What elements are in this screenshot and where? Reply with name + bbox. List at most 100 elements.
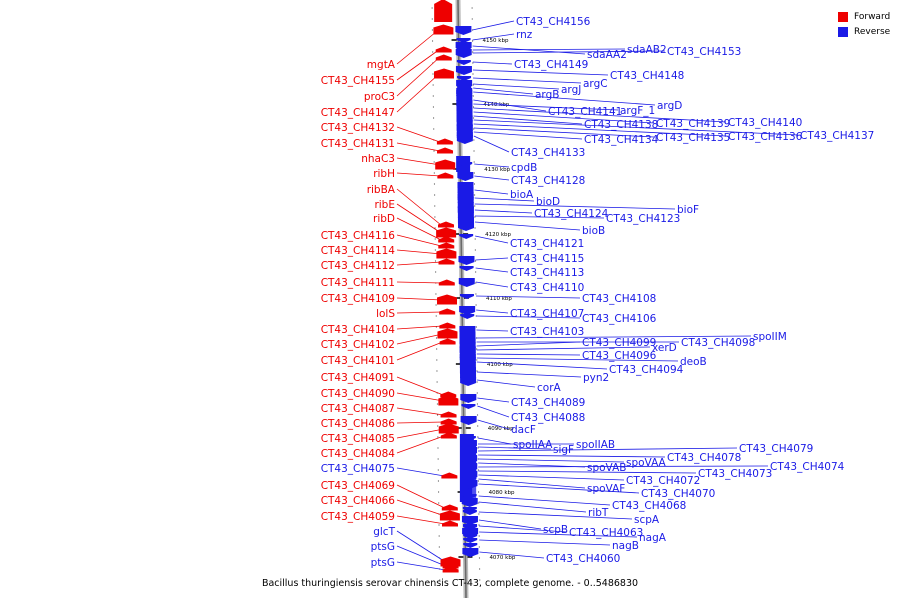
track-dot: [438, 502, 440, 504]
forward-leader-line: [396, 281, 442, 284]
forward-gene-arrow: [438, 221, 455, 228]
track-dot: [437, 447, 439, 449]
forward-leader-line: [396, 297, 443, 301]
reverse-gene-label: CT43_CH4060: [546, 553, 620, 565]
forward-gene-label: ptsG: [371, 557, 395, 569]
track-dot: [477, 480, 480, 482]
track-dot: [436, 414, 439, 416]
forward-gene-arrow: [440, 556, 461, 567]
reverse-gene-label: CT43_CH4088: [511, 412, 585, 424]
reverse-gene-label: CT43_CH4139: [656, 118, 730, 130]
reverse-gene-label: CT43_CH4156: [516, 16, 591, 28]
track-dot: [472, 95, 474, 97]
forward-leader-line: [396, 57, 440, 97]
track-dot: [476, 403, 479, 405]
reverse-leader-line: [477, 437, 512, 445]
reverse-gene-label: CT43_CH4079: [739, 443, 813, 455]
reverse-leader-line: [473, 119, 799, 136]
reverse-gene-label: rnz: [516, 29, 533, 41]
reverse-leader-line: [479, 539, 611, 546]
reverse-gene-arrow: [459, 294, 474, 299]
forward-gene-arrow: [435, 159, 456, 170]
reverse-gene-label: CT43_CH4070: [641, 488, 715, 500]
reverse-swatch: [838, 26, 848, 37]
reverse-leader-line: [473, 135, 510, 153]
forward-gene-label: CT43_CH4084: [321, 448, 396, 460]
reverse-gene-arrow: [461, 404, 476, 409]
reverse-leader-line: [478, 454, 666, 458]
forward-gene-arrow: [442, 520, 459, 527]
reverse-leader-line: [475, 267, 509, 273]
track-dot: [471, 7, 473, 9]
forward-gene-arrow: [441, 472, 458, 479]
reverse-gene-label: CT43_CH4094: [609, 364, 684, 376]
forward-gene-arrow: [440, 411, 457, 418]
forward-gene-label: CT43_CH4102: [321, 339, 395, 351]
kbp-tick-label: 4150 kbp: [483, 38, 509, 44]
reverse-gene-arrow: [460, 416, 477, 425]
forward-gene-label: CT43_CH4132: [321, 122, 395, 134]
reverse-leader-line: [478, 511, 633, 520]
forward-gene-label: CT43_CH4104: [321, 324, 396, 336]
track-dot: [478, 546, 480, 548]
track-dot: [473, 150, 475, 152]
track-dot: [433, 128, 435, 130]
forward-gene-label: CT43_CH4147: [321, 107, 395, 119]
track-dot: [478, 502, 480, 504]
reverse-gene-arrow: [455, 66, 472, 75]
reverse-leader-line: [476, 361, 608, 370]
forward-gene-arrow: [439, 322, 456, 329]
track-dot: [474, 205, 476, 207]
reverse-leader-line: [478, 495, 611, 506]
reverse-gene-label: CT43_CH4098: [681, 337, 755, 349]
reverse-gene-arrow: [457, 76, 472, 81]
track-dot: [432, 84, 434, 86]
track-dot: [477, 447, 479, 449]
track-dot: [475, 304, 477, 306]
reverse-gene-label: CT43_CH4108: [582, 293, 656, 305]
reverse-gene-label: bioF: [677, 204, 699, 216]
reverse-gene-label: argD: [657, 100, 682, 112]
reverse-gene-label: CT43_CH4078: [667, 452, 741, 464]
reverse-gene-arrow: [462, 516, 477, 521]
forward-gene-label: CT43_CH4066: [321, 495, 396, 507]
track-dot: [432, 73, 434, 75]
reverse-leader-line: [478, 447, 738, 452]
track-dot: [473, 161, 475, 163]
reverse-gene-arrow: [456, 135, 473, 144]
forward-gene-arrow: [440, 432, 457, 439]
reverse-leader-line: [474, 197, 535, 202]
track-dot: [437, 425, 439, 427]
track-dot: [472, 106, 475, 108]
reverse-gene-label: CT43_CH4128: [511, 175, 585, 187]
forward-gene-arrow: [439, 308, 456, 315]
forward-gene-label: CT43_CH4112: [321, 260, 395, 272]
track-dot: [431, 18, 433, 20]
reverse-gene-label: CT43_CH4096: [582, 350, 657, 362]
forward-gene-arrow: [438, 423, 459, 434]
forward-leader-line: [396, 341, 443, 361]
reverse-leader-line: [473, 107, 727, 123]
track-dot: [477, 436, 479, 438]
forward-gene-arrow: [437, 172, 454, 179]
reverse-leader-line: [473, 91, 656, 106]
reverse-gene-arrow: [462, 507, 477, 512]
reverse-leader-line: [479, 531, 638, 538]
track-dot: [477, 469, 479, 471]
track-dot: [437, 480, 440, 482]
forward-leader-line: [396, 333, 443, 345]
reverse-leader-line: [478, 519, 542, 530]
reverse-gene-arrow: [460, 314, 475, 319]
reverse-gene-label: argB: [535, 89, 559, 101]
reverse-gene-arrow: [463, 538, 478, 543]
track-dot: [476, 348, 478, 350]
reverse-leader-line: [472, 61, 513, 65]
track-dot: [437, 458, 439, 460]
reverse-gene-arrow: [461, 436, 476, 441]
track-dot: [478, 524, 480, 526]
forward-leader-line: [396, 49, 439, 81]
track-dot: [472, 62, 474, 64]
forward-gene-arrow: [435, 54, 452, 61]
reverse-gene-label: CT43_CH4141: [548, 106, 622, 118]
reverse-leader-line: [475, 295, 581, 299]
